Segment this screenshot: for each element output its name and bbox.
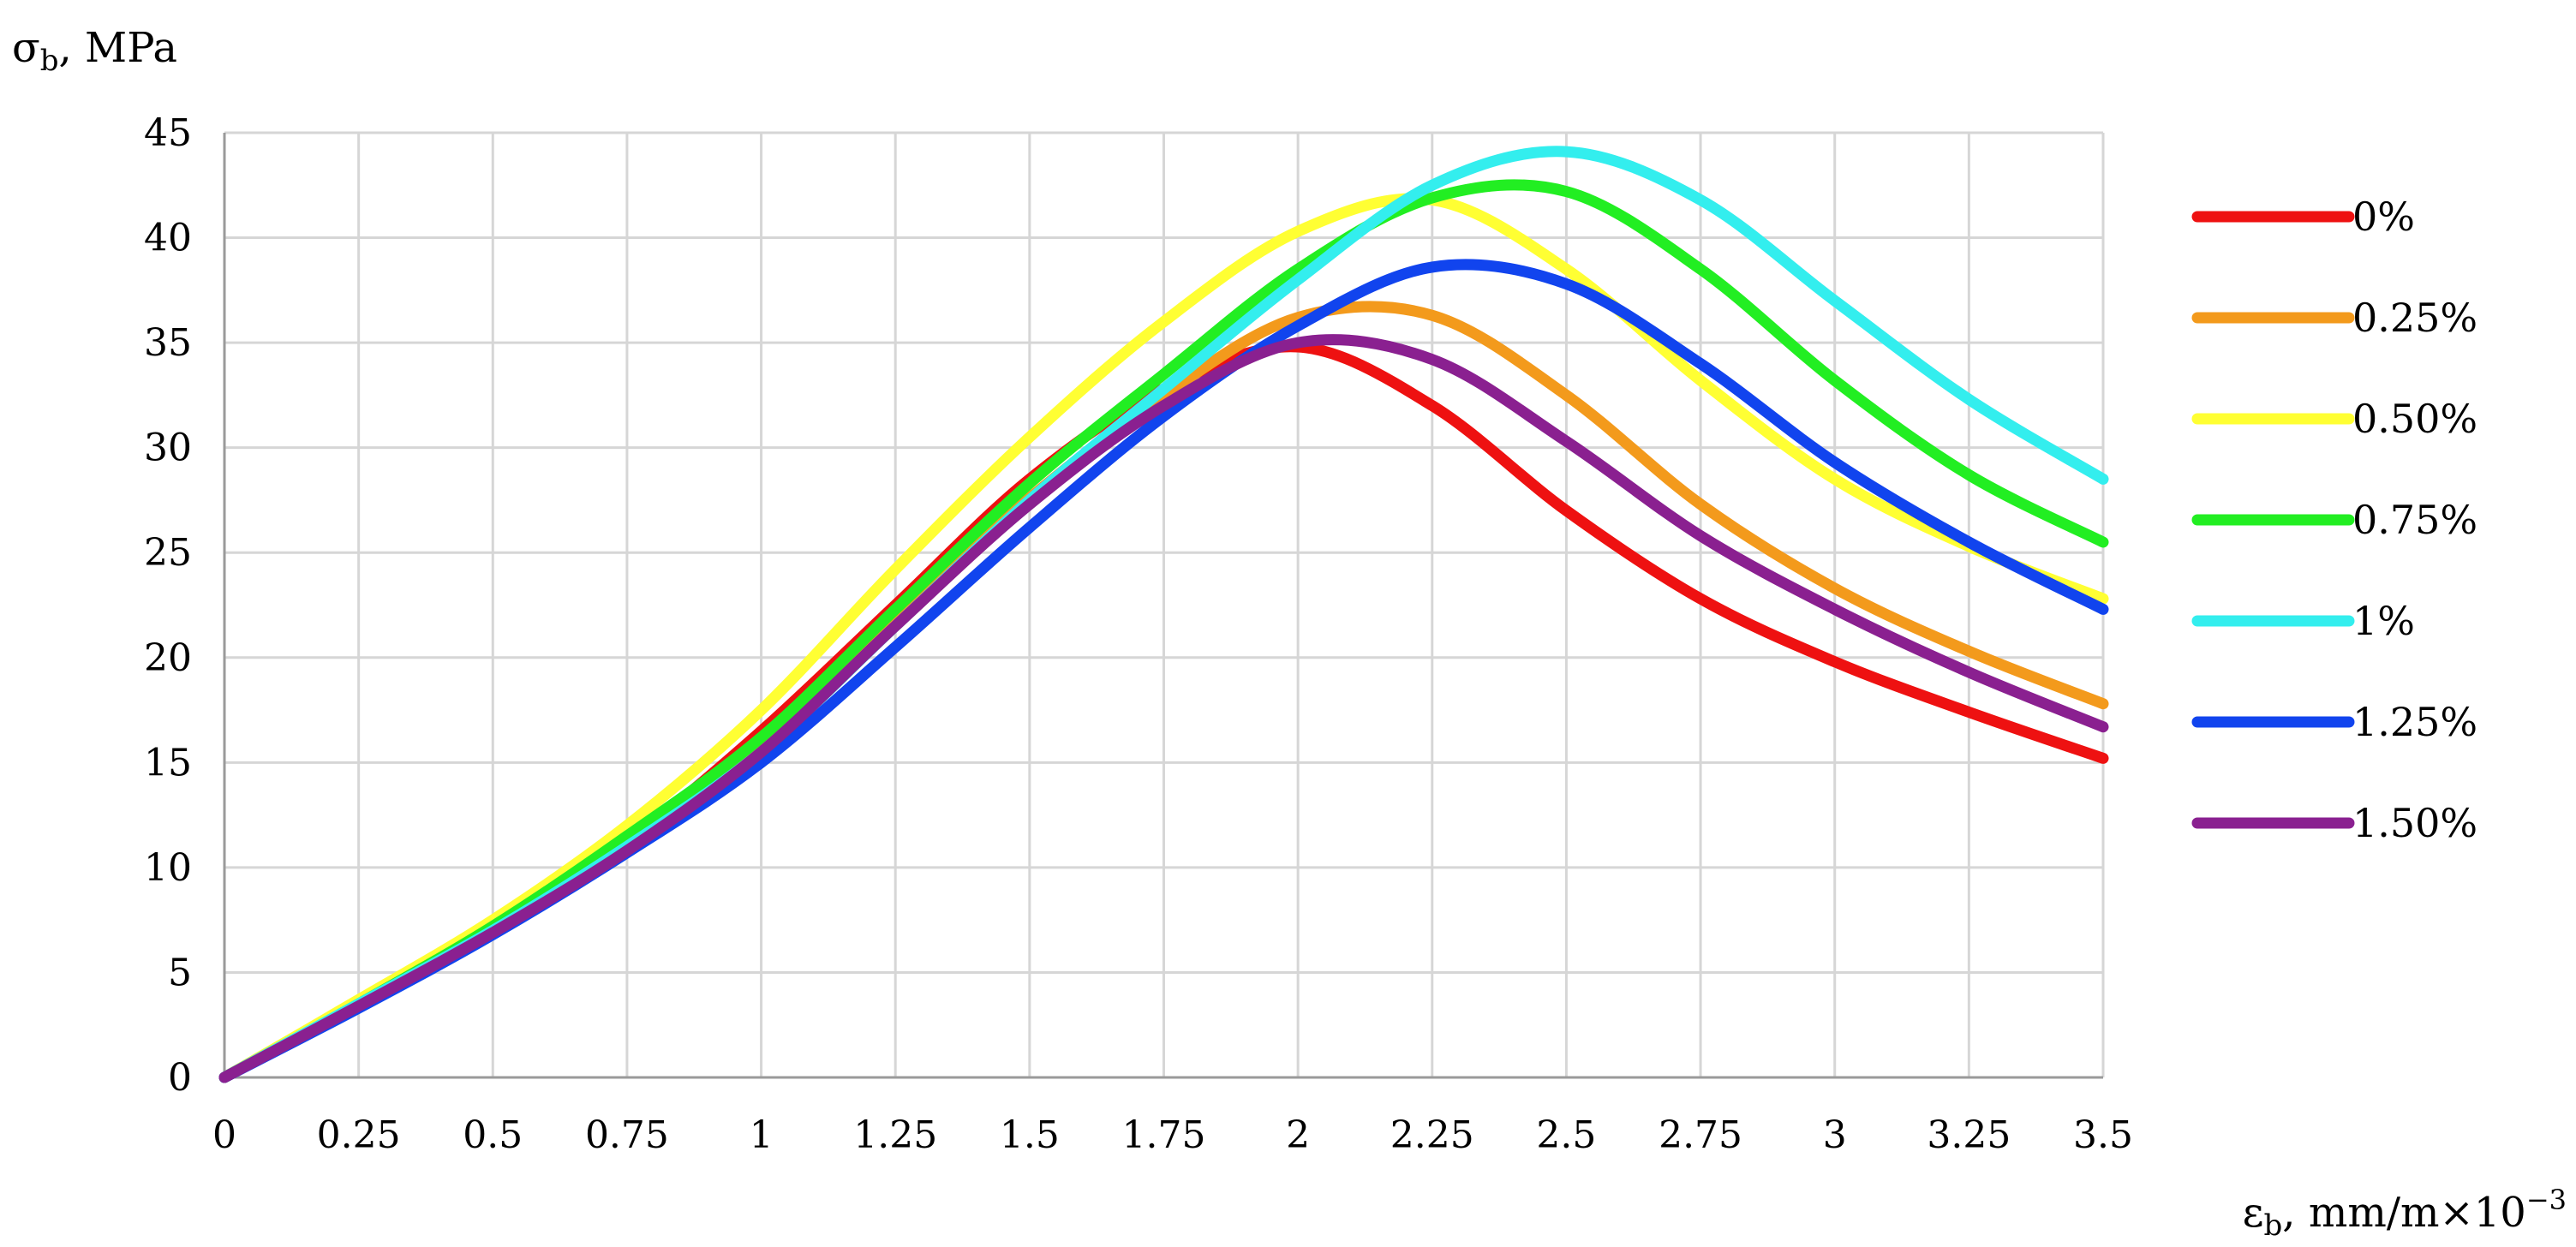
series-lines <box>218 146 2109 1083</box>
legend-label: 1% <box>2352 598 2415 644</box>
legend-label: 0.25% <box>2352 295 2477 341</box>
x-tick-label: 0.75 <box>585 1113 669 1157</box>
x-tick-label: 2.25 <box>1390 1113 1474 1157</box>
legend-label: 1.25% <box>2352 699 2477 745</box>
x-tick-label: 3.5 <box>2073 1113 2133 1157</box>
x-tick-label: 3 <box>1823 1113 1847 1157</box>
series-line-6 <box>218 334 2109 1083</box>
y-tick-label: 15 <box>144 741 192 785</box>
y-tick-label: 10 <box>144 846 192 890</box>
x-tick-label: 1.5 <box>1000 1113 1060 1157</box>
legend-item: 1.25% <box>2191 699 2477 745</box>
y-tick-label: 40 <box>144 217 192 260</box>
legend-label: 1.50% <box>2352 800 2477 846</box>
x-tick-label: 1.75 <box>1122 1113 1206 1157</box>
y-tick-label: 5 <box>168 951 192 994</box>
legend: 0% 0.25% 0.50% 0.75% 1% 1.25% 1.50% <box>2191 194 2477 846</box>
x-axis-subscript: b <box>2264 1208 2283 1243</box>
y-axis-symbol: σ <box>12 24 40 72</box>
x-axis-title: εb, mm/m×10−3 <box>2243 1184 2567 1243</box>
legend-label: 0% <box>2352 194 2415 240</box>
legend-item: 1% <box>2191 598 2415 644</box>
x-tick-label: 0.25 <box>317 1113 401 1157</box>
x-tick-label: 0 <box>212 1113 236 1157</box>
y-tick-label: 45 <box>144 111 192 155</box>
axes <box>223 133 2103 1079</box>
x-tick-label: 2.5 <box>1536 1113 1596 1157</box>
x-axis-exponent: −3 <box>2526 1184 2567 1216</box>
x-axis-unit: , mm/m×10 <box>2282 1189 2526 1237</box>
legend-item: 0.50% <box>2191 396 2477 442</box>
y-axis-unit: , MPa <box>59 24 177 72</box>
x-axis-symbol: ε <box>2243 1189 2264 1237</box>
legend-item: 1.50% <box>2191 800 2477 846</box>
y-tick-label: 25 <box>144 531 192 575</box>
x-tick-label: 2.75 <box>1659 1113 1742 1157</box>
legend-label: 0.75% <box>2352 497 2477 543</box>
y-tick-label: 30 <box>144 427 192 470</box>
x-tick-label: 2 <box>1286 1113 1310 1157</box>
y-tick-label: 20 <box>144 636 192 680</box>
x-tick-label: 3.25 <box>1927 1113 2011 1157</box>
series-line-2 <box>218 193 2109 1083</box>
y-axis-title: σb, MPa <box>12 24 177 78</box>
y-tick-label: 0 <box>168 1056 192 1100</box>
legend-item: 0% <box>2191 194 2415 240</box>
x-tick-label: 0.5 <box>463 1113 523 1157</box>
legend-item: 0.25% <box>2191 295 2477 341</box>
y-tick-labels: 0 5 10 15 20 25 30 35 40 45 <box>144 111 192 1100</box>
y-tick-label: 35 <box>144 321 192 365</box>
y-axis-subscript: b <box>40 44 59 78</box>
legend-item: 0.75% <box>2191 497 2477 543</box>
x-tick-label: 1 <box>750 1113 774 1157</box>
x-tick-labels: 0 0.25 0.5 0.75 1 1.25 1.5 1.75 2 2.25 2.5 2.75 3 3.2… <box>212 1113 2133 1157</box>
x-tick-label: 1.25 <box>853 1113 937 1157</box>
legend-label: 0.50% <box>2352 396 2477 442</box>
